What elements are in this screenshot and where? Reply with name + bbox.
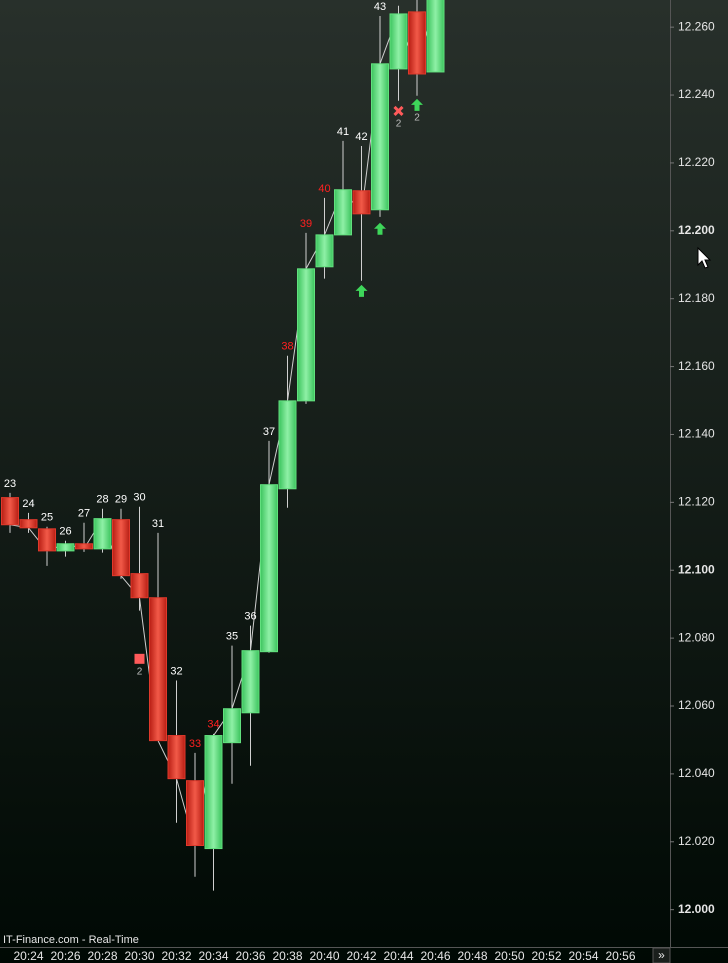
cross-mark (393, 105, 404, 117)
y-tick-label: 12.080 (678, 630, 715, 644)
candle-body-up (278, 400, 297, 490)
candle-body-up (315, 234, 334, 268)
candle-body-down (352, 190, 371, 215)
signal-count: 2 (396, 119, 402, 130)
candle-body-up (371, 63, 389, 211)
candle-body-up (223, 708, 241, 744)
candle-body-up (93, 518, 112, 550)
candle-body-down (408, 11, 426, 75)
x-tick-label: 20:26 (50, 949, 80, 963)
bar-number: 29 (115, 494, 127, 506)
y-tick-label: 12.160 (678, 359, 715, 373)
x-tick-label: 20:40 (309, 949, 339, 963)
x-tick-label: 20:48 (457, 949, 487, 963)
bar-number: 34 (207, 719, 219, 731)
candle-body-up (426, 0, 445, 73)
x-tick-label: 20:54 (568, 949, 598, 963)
y-tick-label: 12.180 (678, 291, 715, 305)
candle-body-down (167, 735, 186, 780)
y-tick-label: 12.220 (678, 155, 715, 169)
candle-body-up (260, 484, 278, 653)
candle-body-up (56, 543, 75, 552)
candle-body-up (204, 735, 223, 850)
up-arrow (411, 98, 423, 111)
x-tick-label: 20:42 (346, 949, 376, 963)
bar-number: 37 (263, 426, 275, 438)
candle-body-down (130, 573, 149, 599)
bar-number: 42 (355, 131, 367, 143)
candle-body-down (19, 519, 38, 529)
bar-number: 26 (59, 526, 71, 538)
y-tick-label: 12.100 (678, 562, 715, 576)
bar-number: 28 (96, 494, 108, 506)
candle-body-down (1, 497, 19, 526)
y-tick-label: 12.120 (678, 495, 715, 509)
square-mark (134, 653, 145, 664)
y-tick-label: 12.240 (678, 87, 715, 101)
bar-number: 41 (337, 126, 349, 138)
bar-number: 25 (41, 512, 53, 524)
y-tick-label: 12.060 (678, 698, 715, 712)
bar-number: 38 (281, 341, 293, 353)
bar-number: 24 (22, 498, 34, 510)
x-tick-label: 20:32 (161, 949, 191, 963)
bar-number: 39 (300, 218, 312, 230)
candle-body-down (75, 543, 93, 550)
candle-body-up (334, 189, 352, 236)
x-tick-label: 20:30 (124, 949, 154, 963)
source-label: IT-Finance.com - Real-Time (3, 934, 139, 946)
candle-body-down (186, 780, 204, 847)
up-arrow (374, 222, 386, 235)
mouse-cursor (697, 246, 712, 269)
x-tick-label: 20:46 (420, 949, 450, 963)
x-tick-label: 20:34 (198, 949, 228, 963)
y-tick-label: 12.200 (678, 223, 715, 237)
x-tick-label: 20:24 (13, 949, 43, 963)
y-tick-label: 12.140 (678, 427, 715, 441)
bar-number: 33 (189, 738, 201, 750)
bar-number: 31 (152, 518, 164, 530)
signal-count: 2 (137, 666, 143, 677)
scroll-button[interactable] (652, 947, 671, 963)
x-tick-label: 20:56 (605, 949, 635, 963)
candle-body-down (112, 519, 130, 577)
bar-number: 32 (170, 665, 182, 677)
candle-body-down (38, 528, 56, 552)
candle-body-up (389, 13, 408, 70)
bar-number: 27 (78, 508, 90, 520)
bar-number: 43 (374, 1, 386, 13)
bar-number: 35 (226, 630, 238, 642)
bar-number: 36 (244, 610, 256, 622)
y-tick-label: 12.020 (678, 834, 715, 848)
x-tick-label: 20:28 (87, 949, 117, 963)
bar-number: 30 (133, 492, 145, 504)
candle-body-up (241, 650, 260, 714)
signal-count: 2 (414, 113, 420, 124)
bar-number: 23 (4, 478, 16, 490)
x-tick-label: 20:36 (235, 949, 265, 963)
x-tick-label: 20:44 (383, 949, 413, 963)
bar-number: 40 (318, 183, 330, 195)
x-tick-label: 20:50 (494, 949, 524, 963)
scroll-button-label[interactable]: » (658, 948, 665, 962)
x-tick-label: 20:38 (272, 949, 302, 963)
up-arrow (355, 284, 368, 297)
y-tick-label: 12.040 (678, 766, 715, 780)
y-tick-label: 12.000 (678, 902, 715, 916)
plot-area: 23 24 25 26 27 28 29 30 31 32 33 34 35 36 37 38 39 40 41 42… (1, 0, 445, 891)
x-tick-label: 20:52 (531, 949, 561, 963)
y-tick-label: 12.260 (678, 19, 715, 33)
candle-body-up (297, 268, 315, 402)
candle-body-down (149, 597, 167, 742)
